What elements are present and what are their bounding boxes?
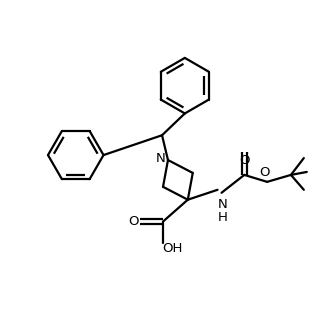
Text: N: N (156, 151, 166, 165)
Text: OH: OH (163, 242, 183, 255)
Text: O: O (128, 215, 139, 228)
Text: O: O (259, 166, 269, 180)
Text: N
H: N H (217, 198, 227, 224)
Text: O: O (239, 153, 249, 167)
